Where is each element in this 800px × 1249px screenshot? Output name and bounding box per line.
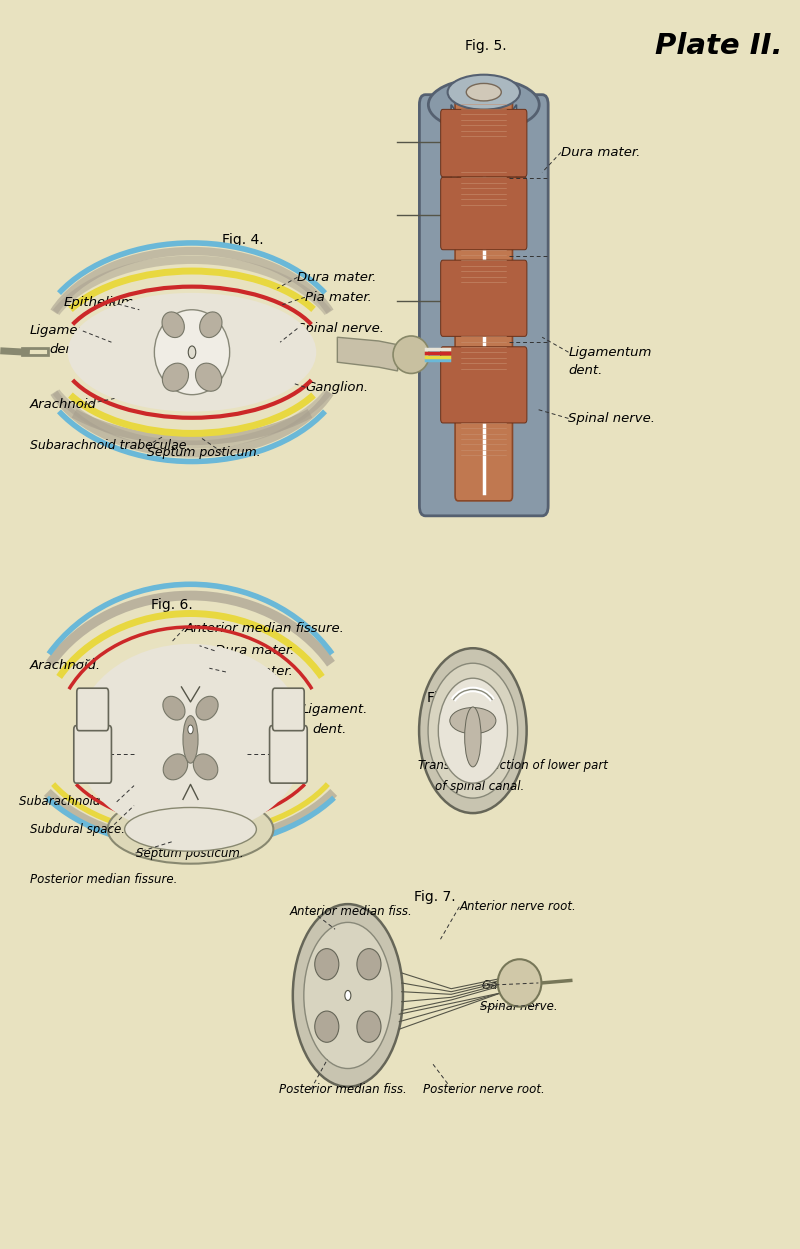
Ellipse shape <box>393 336 429 373</box>
FancyBboxPatch shape <box>441 110 527 177</box>
Ellipse shape <box>293 904 403 1087</box>
Ellipse shape <box>314 1012 339 1042</box>
Text: Fig. 7.: Fig. 7. <box>414 889 456 904</box>
Text: Dura mater.: Dura mater. <box>214 644 294 657</box>
Ellipse shape <box>200 312 222 337</box>
Text: Arachnoid.: Arachnoid. <box>30 659 102 672</box>
Text: Subdural space.: Subdural space. <box>30 823 125 836</box>
Text: Pia mater.: Pia mater. <box>226 666 293 678</box>
Text: Ligament.: Ligament. <box>301 703 367 716</box>
Ellipse shape <box>357 1012 381 1042</box>
Text: Posterior median fissure.: Posterior median fissure. <box>30 873 178 886</box>
Ellipse shape <box>74 644 306 836</box>
FancyBboxPatch shape <box>74 726 111 783</box>
Ellipse shape <box>188 724 193 734</box>
Polygon shape <box>487 105 517 187</box>
Ellipse shape <box>196 696 218 721</box>
Ellipse shape <box>188 346 196 358</box>
Text: Fig. 4.: Fig. 4. <box>222 232 264 247</box>
Text: Plate II.: Plate II. <box>655 32 782 60</box>
Text: Anterior median fiss.: Anterior median fiss. <box>290 906 413 918</box>
Text: Transverse section of lower part: Transverse section of lower part <box>418 759 608 772</box>
Ellipse shape <box>498 959 542 1007</box>
Polygon shape <box>338 337 398 371</box>
Ellipse shape <box>162 312 184 337</box>
Ellipse shape <box>314 949 339 979</box>
Ellipse shape <box>163 754 188 779</box>
Ellipse shape <box>108 796 274 864</box>
Text: Pia mater.: Pia mater. <box>305 291 372 304</box>
Text: Septum posticum.: Septum posticum. <box>147 446 261 458</box>
FancyBboxPatch shape <box>441 347 527 423</box>
Text: Anterior nerve root.: Anterior nerve root. <box>459 901 576 913</box>
Ellipse shape <box>154 310 230 395</box>
Text: Ligamentum: Ligamentum <box>569 346 652 358</box>
Ellipse shape <box>466 84 502 101</box>
Text: Fig. 5.: Fig. 5. <box>465 39 506 54</box>
Text: Arachnoid: Arachnoid <box>30 398 97 411</box>
FancyBboxPatch shape <box>441 177 527 250</box>
Text: Dura mater.: Dura mater. <box>561 146 640 159</box>
Ellipse shape <box>195 363 222 391</box>
Ellipse shape <box>163 696 185 721</box>
Text: Posterior median fiss.: Posterior median fiss. <box>278 1083 406 1095</box>
Ellipse shape <box>68 294 316 412</box>
FancyBboxPatch shape <box>441 260 527 336</box>
Text: dent.: dent. <box>569 365 603 377</box>
Text: Anterior median fissure.: Anterior median fissure. <box>185 622 344 634</box>
Ellipse shape <box>428 79 539 131</box>
Text: Spinal nerve.: Spinal nerve. <box>480 1000 558 1013</box>
Ellipse shape <box>194 754 218 779</box>
Ellipse shape <box>448 75 520 110</box>
Ellipse shape <box>183 716 198 763</box>
FancyBboxPatch shape <box>77 688 109 731</box>
FancyBboxPatch shape <box>273 688 304 731</box>
Ellipse shape <box>125 808 256 852</box>
Text: Fig. 6.: Fig. 6. <box>150 597 192 612</box>
Text: of spinal canal.: of spinal canal. <box>435 781 525 793</box>
Ellipse shape <box>465 707 481 767</box>
Ellipse shape <box>357 949 381 979</box>
Ellipse shape <box>419 648 526 813</box>
Text: Subarachnoid space.: Subarachnoid space. <box>19 796 142 808</box>
Text: Ganglion.: Ganglion. <box>482 979 538 992</box>
Text: Fig. 8.: Fig. 8. <box>427 691 469 706</box>
Polygon shape <box>451 105 480 187</box>
Text: dent.: dent. <box>313 723 347 736</box>
FancyBboxPatch shape <box>455 99 513 501</box>
Ellipse shape <box>162 363 189 391</box>
FancyBboxPatch shape <box>419 95 548 516</box>
Ellipse shape <box>345 990 351 1000</box>
Ellipse shape <box>450 707 496 734</box>
Text: Posterior nerve root.: Posterior nerve root. <box>423 1083 545 1095</box>
Text: Spinal nerve.: Spinal nerve. <box>298 322 385 335</box>
Text: Epithelium.: Epithelium. <box>64 296 139 309</box>
Ellipse shape <box>304 922 392 1069</box>
Text: Subarachnoid trabeculae.: Subarachnoid trabeculae. <box>30 440 190 452</box>
FancyBboxPatch shape <box>270 726 307 783</box>
Ellipse shape <box>428 663 518 798</box>
Text: Spinal nerve.: Spinal nerve. <box>569 412 655 425</box>
Text: Ligamentum: Ligamentum <box>30 325 114 337</box>
Text: Ganglion.: Ganglion. <box>305 381 368 393</box>
Text: Dura mater.: Dura mater. <box>298 271 377 284</box>
Text: Septum posticum.: Septum posticum. <box>135 847 243 859</box>
Text: dentic.: dentic. <box>49 343 94 356</box>
Ellipse shape <box>438 678 507 783</box>
